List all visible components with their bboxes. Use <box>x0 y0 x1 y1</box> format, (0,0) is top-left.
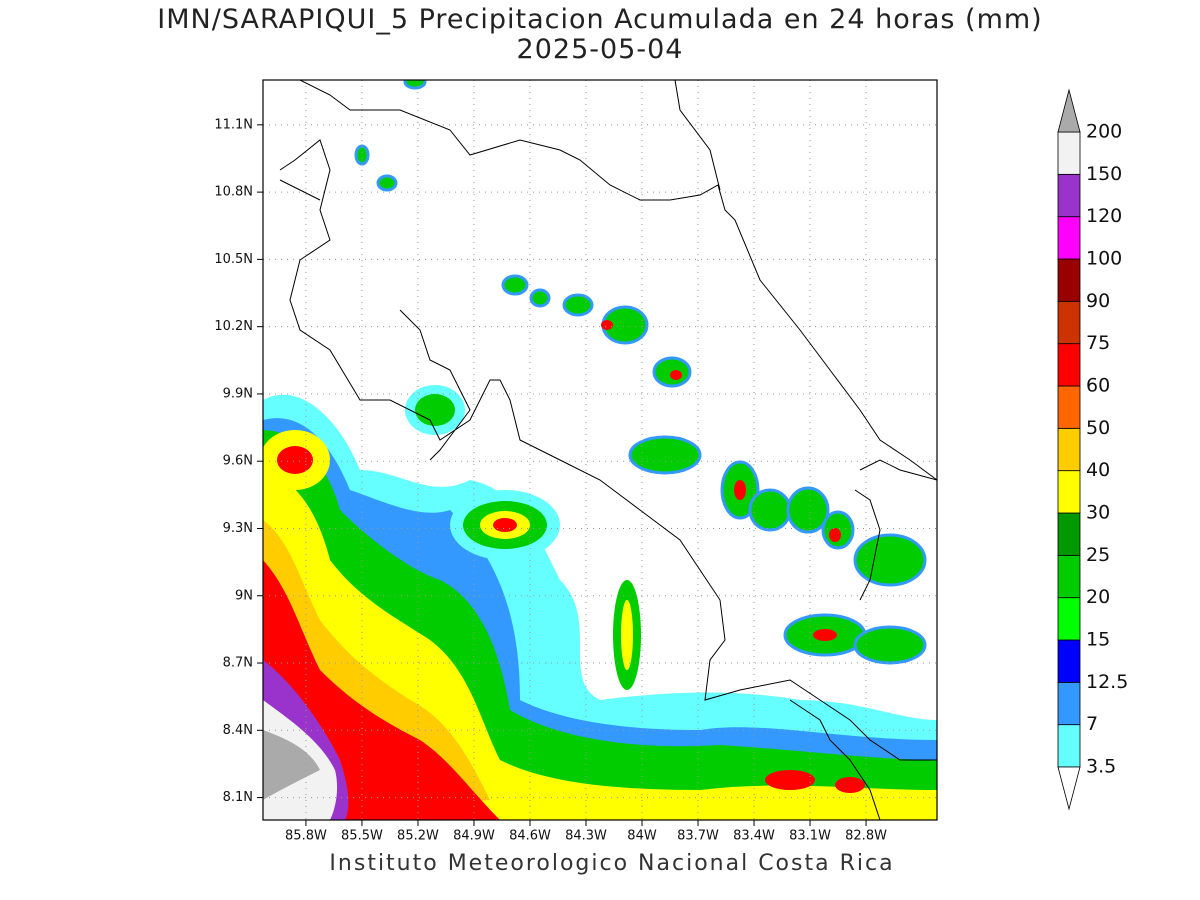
colorbar-label: 200 <box>1086 121 1122 143</box>
y-tick-label: 8.1N <box>223 790 253 805</box>
colorbar-segment <box>1057 681 1081 726</box>
grid <box>263 80 937 820</box>
colorbar-label: 60 <box>1086 375 1110 397</box>
y-tick-label: 10.5N <box>214 252 253 267</box>
y-tick-label: 8.4N <box>223 723 253 738</box>
colorbar-label: 90 <box>1086 290 1110 312</box>
x-tick-label: 85.8W <box>285 829 327 844</box>
colorbar-over <box>1057 88 1081 133</box>
map-subtitle: 2025-05-04 <box>517 34 684 65</box>
colorbar-label: 50 <box>1086 417 1110 439</box>
y-tick-label: 9.9N <box>223 386 253 401</box>
y-tick-label: 8.7N <box>223 656 253 671</box>
x-tick-label: 84W <box>627 829 657 844</box>
y-tick-label: 11.1N <box>214 117 253 132</box>
colorbar-segment <box>1057 173 1081 218</box>
colorbar-label: 150 <box>1086 163 1122 185</box>
colorbar-segment <box>1057 300 1081 345</box>
x-tick-label: 85.2W <box>397 829 439 844</box>
map-footer: Instituto Meteorologico Nacional Costa R… <box>329 851 894 876</box>
colorbar-label: 20 <box>1086 586 1110 608</box>
x-tick-label: 83.4W <box>733 829 775 844</box>
colorbar-segment <box>1057 470 1081 514</box>
colorbar-segment <box>1057 597 1081 641</box>
colorbar-segment <box>1057 216 1081 260</box>
colorbar-label: 120 <box>1086 205 1122 227</box>
colorbar-segment <box>1057 639 1081 683</box>
colorbar-segment <box>1057 512 1081 556</box>
colorbar-segment <box>1057 131 1081 175</box>
colorbar-segment <box>1057 385 1081 429</box>
y-tick-label: 10.2N <box>214 319 253 334</box>
x-tick-label: 84.3W <box>565 829 607 844</box>
x-tick-label: 83.7W <box>677 829 719 844</box>
colorbar-label: 12.5 <box>1086 671 1128 693</box>
colorbar-segment <box>1057 554 1081 599</box>
x-tick-label: 84.9W <box>453 829 495 844</box>
colorbar-segment <box>1057 343 1081 387</box>
colorbar-label: 30 <box>1086 502 1110 524</box>
x-tick-label: 82.8W <box>845 829 887 844</box>
y-tick-label: 9.3N <box>223 521 253 536</box>
colorbar-label: 40 <box>1086 459 1110 481</box>
x-tick-label: 84.6W <box>509 829 551 844</box>
colorbar-label: 3.5 <box>1086 756 1116 778</box>
colorbar-segment <box>1057 258 1081 302</box>
colorbar-segment <box>1057 724 1081 768</box>
colorbar-label: 7 <box>1086 713 1098 735</box>
x-tick-label: 83.1W <box>789 829 831 844</box>
colorbar-label: 100 <box>1086 248 1122 270</box>
colorbar-segment <box>1057 427 1081 472</box>
map-title: IMN/SARAPIQUI_5 Precipitacion Acumulada … <box>157 4 1042 35</box>
colorbar-label: 75 <box>1086 332 1110 354</box>
y-tick-label: 9N <box>235 588 253 603</box>
precipitation-field <box>263 80 937 820</box>
colorbar: 3.5 7 12.5 15 20 25 30 40 50 60 75 90 100 120 150 200 <box>1057 88 1128 811</box>
colorbar-label: 15 <box>1086 629 1110 651</box>
map-frame <box>262 79 938 821</box>
y-tick-label: 10.8N <box>214 185 253 200</box>
y-tick-label: 9.6N <box>223 454 253 469</box>
colorbar-label: 25 <box>1086 544 1110 566</box>
axes: 85.8W 85.5W 85.2W 84.9W 84.6W 84.3W 84W 83.7W 83… <box>214 117 887 843</box>
colorbar-under <box>1057 766 1081 811</box>
x-tick-label: 85.5W <box>341 829 383 844</box>
